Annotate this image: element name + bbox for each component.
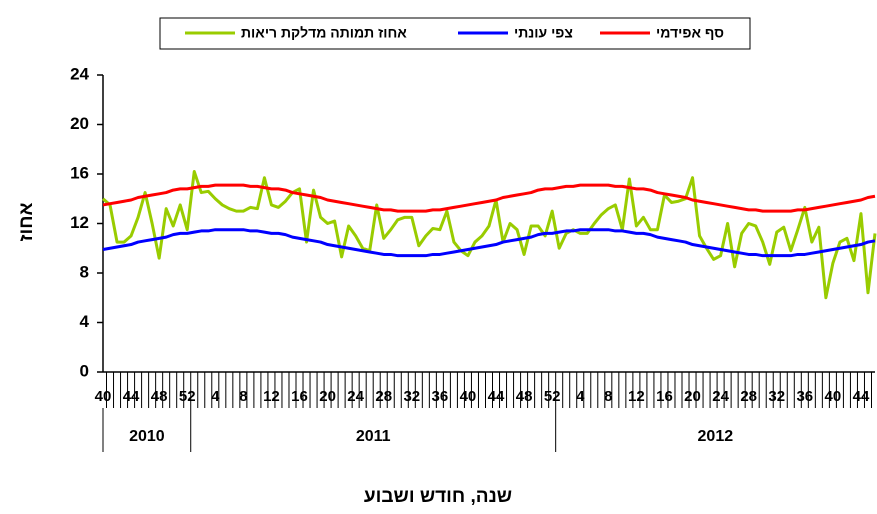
x-tick-label: 48 xyxy=(516,388,533,405)
x-tick-label: 4 xyxy=(576,388,585,405)
legend-label: סף אפידמי xyxy=(656,25,724,41)
group-label: 2012 xyxy=(698,428,734,445)
x-tick-label: 4 xyxy=(211,388,220,405)
x-tick-label: 44 xyxy=(488,388,505,405)
x-tick-label: 52 xyxy=(544,388,561,405)
x-tick-label: 32 xyxy=(403,388,420,405)
x-tick-label: 36 xyxy=(432,388,449,405)
y-tick-label: 20 xyxy=(70,114,89,133)
x-tick-label: 12 xyxy=(628,388,645,405)
x-tick-label: 32 xyxy=(768,388,785,405)
y-tick-label: 0 xyxy=(80,361,89,380)
legend-label: צפי עונתי xyxy=(514,25,573,41)
x-tick-label: 44 xyxy=(123,388,140,405)
x-tick-label: 40 xyxy=(95,388,112,405)
x-axis-title: שנה, חודש ושבוע xyxy=(364,486,512,507)
x-tick-label: 40 xyxy=(825,388,842,405)
x-tick-label: 8 xyxy=(604,388,612,405)
x-tick-label: 52 xyxy=(179,388,196,405)
legend-box xyxy=(159,17,751,50)
series-line xyxy=(102,170,877,300)
x-tick-label: 16 xyxy=(656,388,673,405)
y-tick-label: 4 xyxy=(80,312,90,331)
x-tick-label: 36 xyxy=(796,388,813,405)
x-tick-label: 48 xyxy=(151,388,168,405)
x-tick-label: 28 xyxy=(375,388,392,405)
x-tick-label: 24 xyxy=(347,388,364,405)
x-tick-label: 20 xyxy=(319,388,336,405)
x-tick-label: 44 xyxy=(853,388,870,405)
x-tick-label: 16 xyxy=(291,388,308,405)
series-line xyxy=(102,228,876,258)
y-tick-label: 24 xyxy=(70,64,89,83)
x-tick-label: 12 xyxy=(263,388,280,405)
group-label: 2010 xyxy=(129,428,165,445)
x-tick-label: 40 xyxy=(460,388,477,405)
y-tick-label: 12 xyxy=(70,213,89,232)
group-label: 2011 xyxy=(356,428,391,445)
y-axis-title: אחוז xyxy=(16,202,37,241)
x-tick-label: 28 xyxy=(740,388,757,405)
series-line xyxy=(102,183,876,213)
x-tick-label: 8 xyxy=(239,388,247,405)
x-tick-label: 24 xyxy=(712,388,729,405)
y-tick-label: 8 xyxy=(80,262,89,281)
x-tick-label: 20 xyxy=(684,388,701,405)
legend-label: אחוז תמותה מדלקת ריאות xyxy=(241,25,407,41)
y-tick-label: 16 xyxy=(70,163,89,182)
